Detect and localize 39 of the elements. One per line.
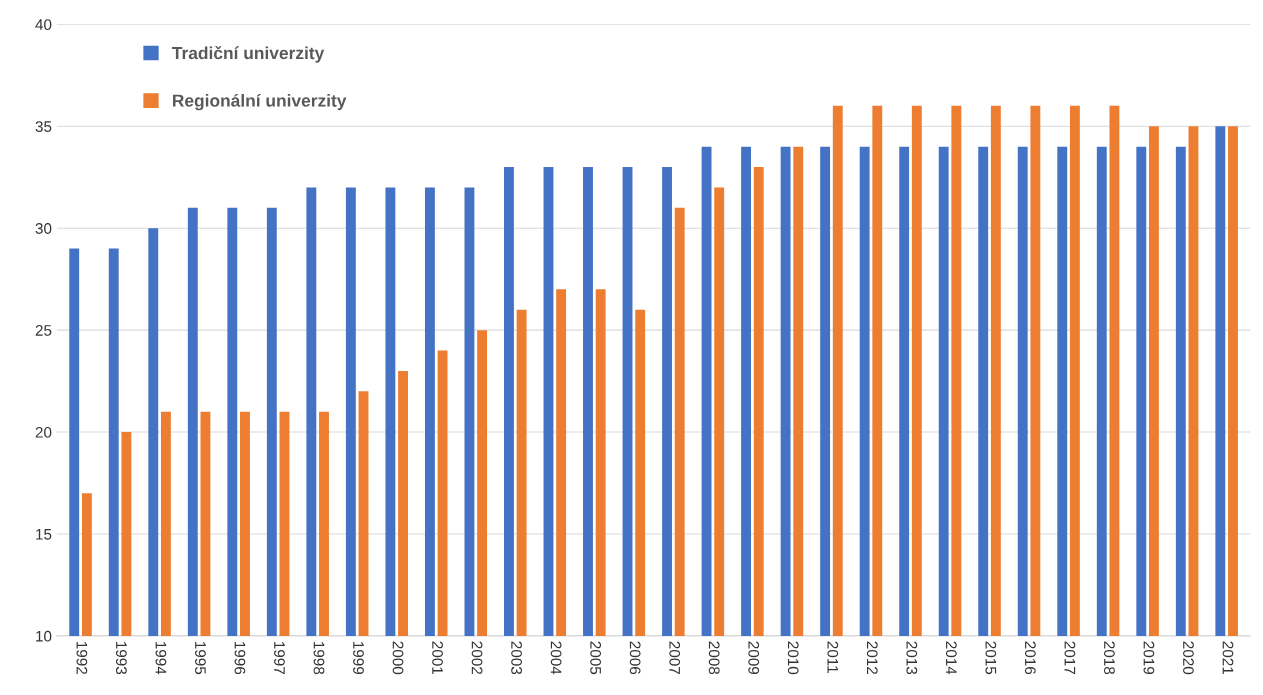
y-tick-label: 20 <box>35 426 52 438</box>
x-tick-label: 2011 <box>827 641 839 673</box>
x-tick-label: 2009 <box>748 641 760 675</box>
x-tick-label: 2014 <box>945 641 957 675</box>
x-tick-label: 2006 <box>629 641 641 675</box>
x-tick-label: 2021 <box>1222 641 1234 675</box>
legend-label: Tradiční univerzity <box>172 46 325 63</box>
x-tick-label: 2020 <box>1183 641 1194 675</box>
x-tick-label: 1998 <box>313 641 325 675</box>
x-tick-label: 1995 <box>195 641 206 675</box>
x-tick-label: 1992 <box>76 641 88 675</box>
y-tick-label: 35 <box>35 121 52 132</box>
y-tick-label: 10 <box>36 630 52 642</box>
x-tick-label: 2017 <box>1064 641 1076 675</box>
x-tick-label: 2003 <box>511 641 522 675</box>
x-tick-label: 1999 <box>353 641 364 675</box>
x-tick-label: 1993 <box>115 641 127 675</box>
x-tick-label: 2013 <box>906 641 918 675</box>
x-tick-label: 2004 <box>550 641 562 675</box>
x-tick-label: 2019 <box>1143 641 1155 675</box>
x-tick-label: 2018 <box>1103 641 1115 675</box>
y-tick-label: 30 <box>35 223 52 234</box>
x-tick-label: 1994 <box>155 641 167 675</box>
x-tick-label: 1996 <box>234 641 246 675</box>
x-tick-label: 2010 <box>787 641 799 675</box>
x-tick-label: 2001 <box>432 641 443 675</box>
legend-label: Regionální univerzity <box>173 93 347 111</box>
y-tick-label: 15 <box>36 529 52 540</box>
x-tick-label: 2012 <box>866 641 878 675</box>
x-tick-label: 2005 <box>590 641 602 675</box>
x-tick-label: 2016 <box>1024 641 1036 675</box>
x-tick-label: 2000 <box>392 641 404 675</box>
y-tick-label: 25 <box>35 324 52 336</box>
y-tick-label: 40 <box>35 19 52 31</box>
x-tick-label: 2002 <box>471 641 483 675</box>
x-tick-label: 2007 <box>669 641 681 675</box>
x-tick-label: 1997 <box>274 641 285 675</box>
x-tick-label: 2015 <box>985 641 997 675</box>
x-tick-label: 2008 <box>708 641 720 675</box>
